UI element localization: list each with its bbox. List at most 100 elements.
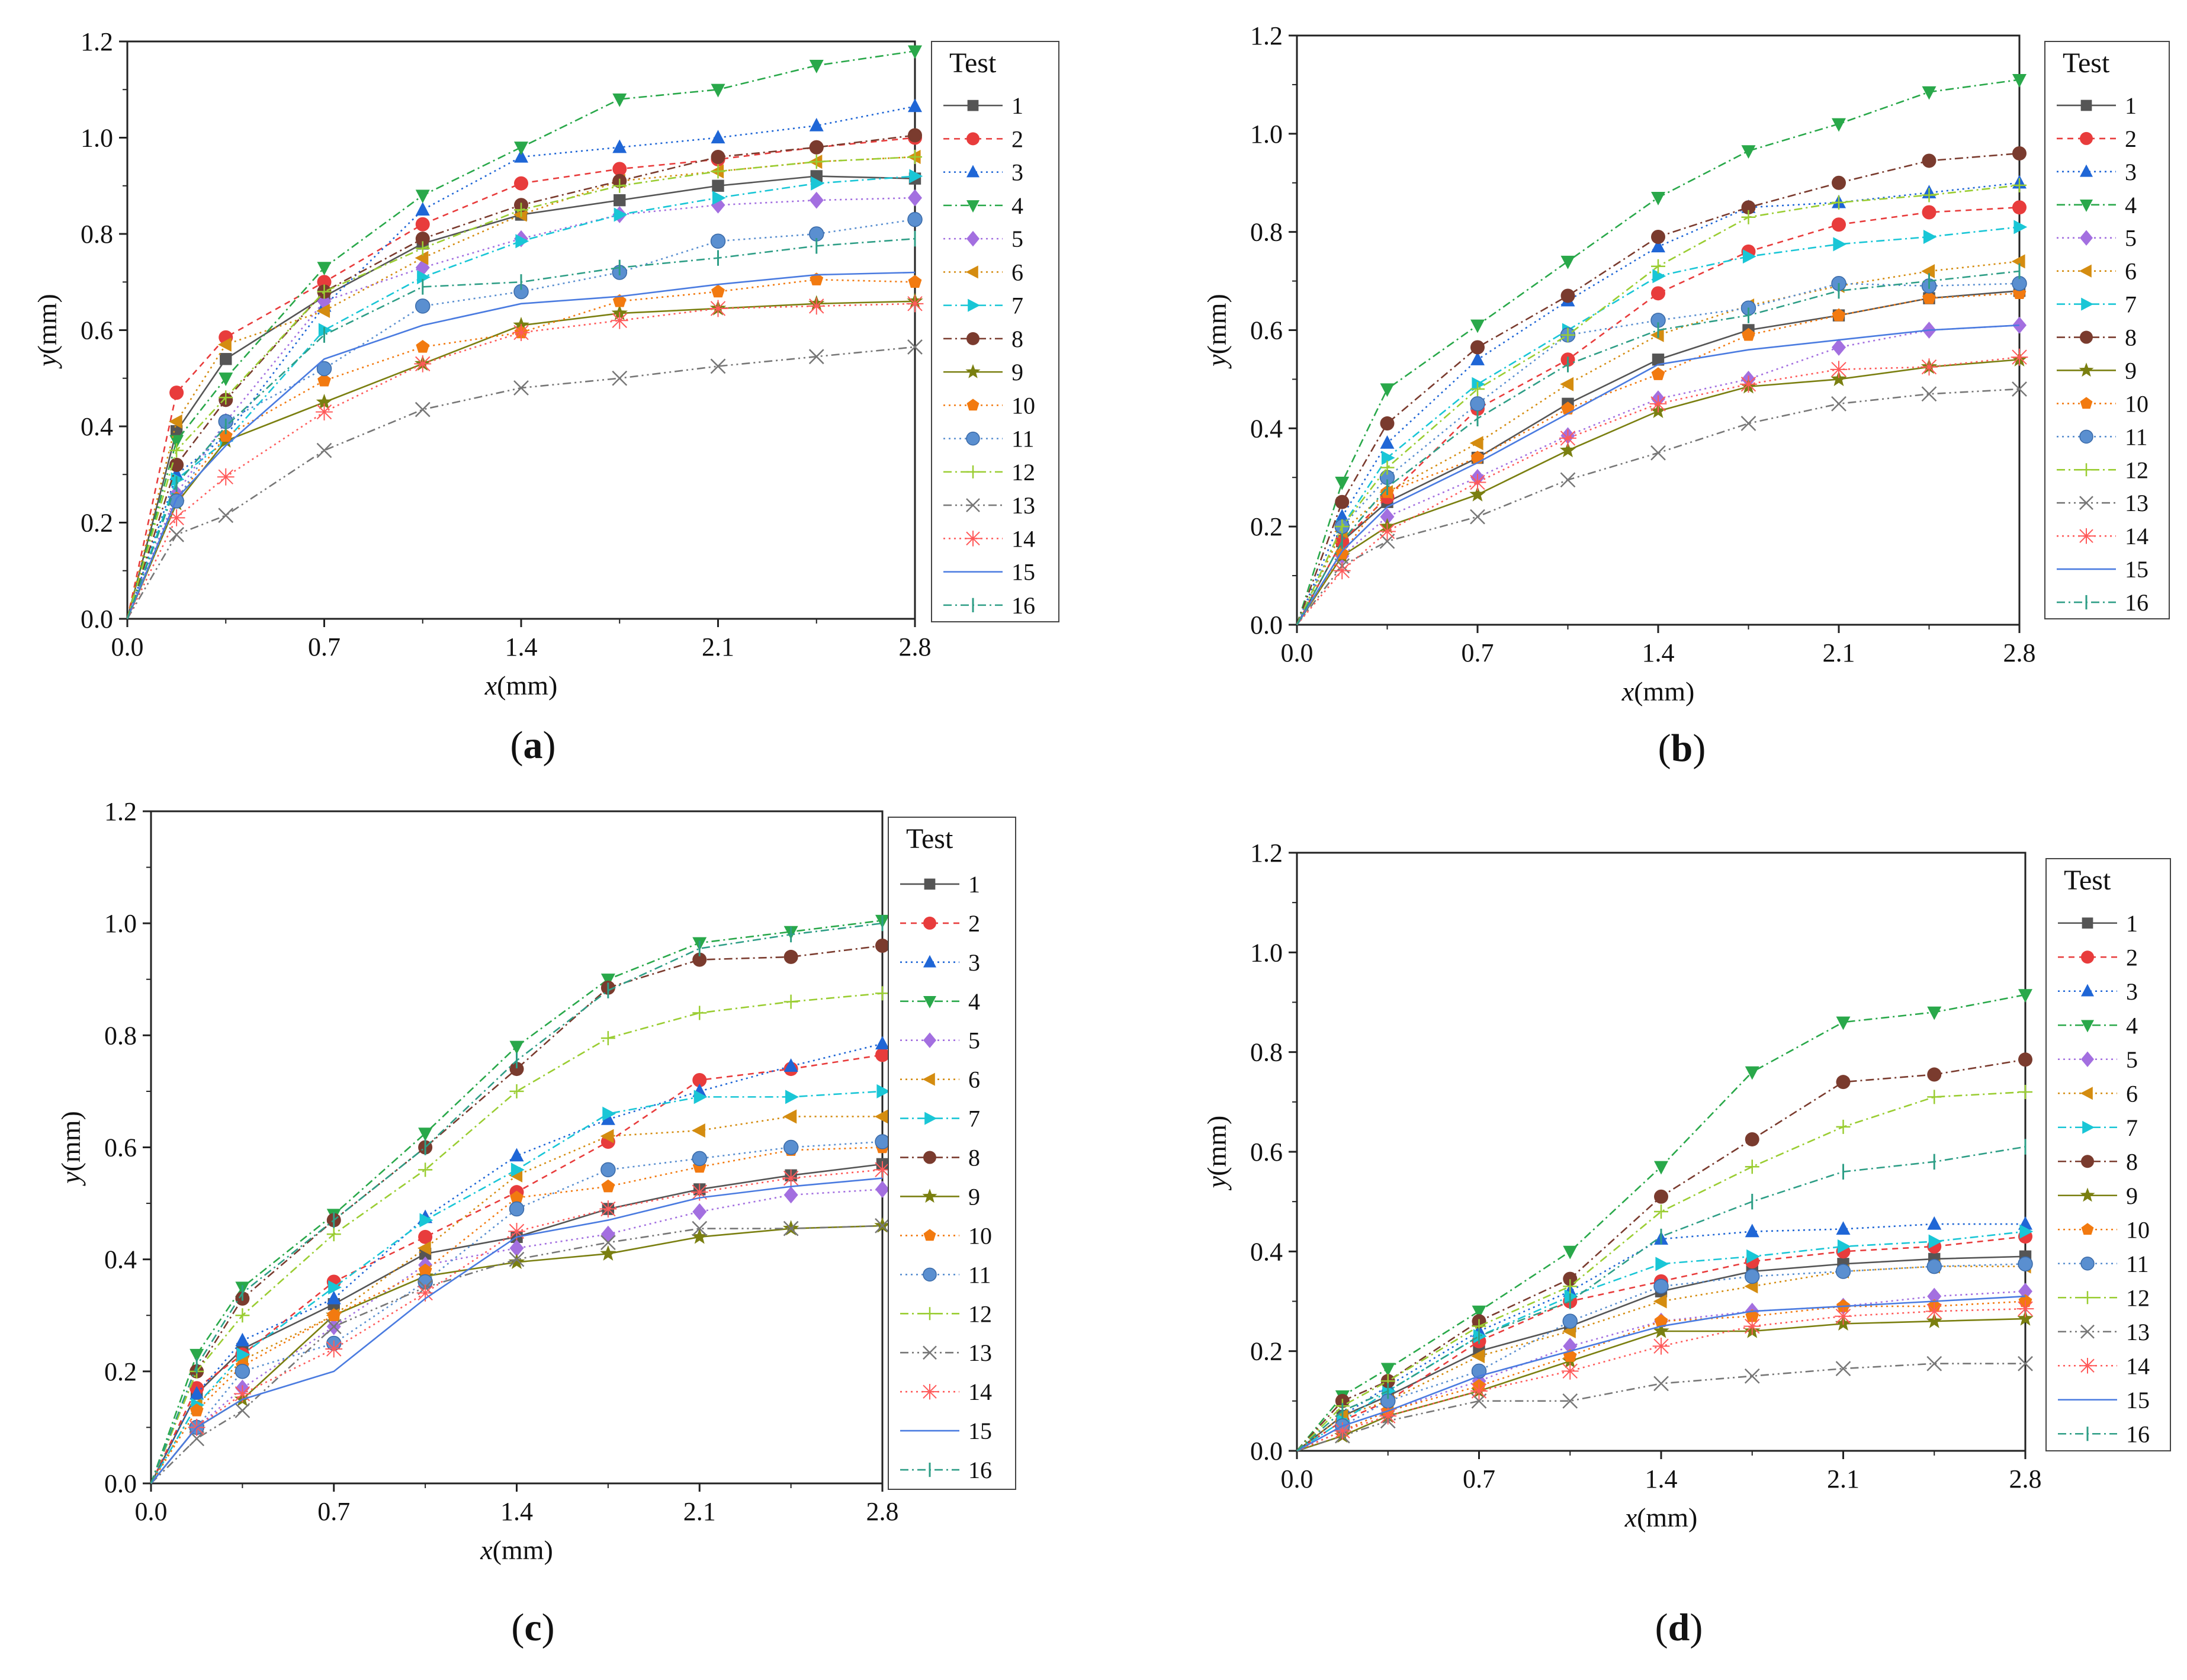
data-point [1744, 1368, 1760, 1384]
legend-marker [966, 165, 980, 178]
data-point [1653, 1294, 1667, 1309]
data-point [809, 60, 824, 73]
data-point [1926, 1258, 1942, 1274]
legend-label: 1 [1011, 92, 1023, 119]
series-12 [1296, 178, 2027, 625]
data-point [1469, 486, 1486, 502]
data-point [1472, 377, 1486, 391]
data-point [233, 1385, 251, 1403]
data-point [783, 949, 798, 964]
x-tick-label: 2.1 [702, 632, 734, 661]
data-point [1654, 1314, 1668, 1327]
panel-caption: (c) [511, 1606, 554, 1649]
data-point [908, 189, 922, 207]
legend-entry-5: 5 [943, 226, 1023, 252]
legend-entry-3: 3 [900, 949, 980, 976]
data-point [2018, 1355, 2033, 1371]
data-point [316, 442, 332, 458]
data-point [1381, 451, 1395, 465]
legend-label: 3 [2125, 159, 2137, 185]
series-line [126, 137, 916, 619]
series-9 [126, 293, 923, 619]
data-point [168, 414, 182, 429]
x-axis-label: x(mm) [1624, 1502, 1698, 1533]
series-line [1296, 79, 2020, 625]
data-point [1926, 1355, 1942, 1371]
data-point [1835, 1308, 1852, 1325]
legend-box [931, 41, 1059, 622]
series-3 [126, 98, 922, 619]
data-point [2018, 1256, 2033, 1272]
legend-entry-1: 1 [900, 871, 980, 898]
series-9 [1296, 351, 2028, 625]
legend-marker [965, 265, 978, 279]
data-point [1335, 476, 1350, 490]
legend-marker [2080, 164, 2093, 177]
series-line [126, 156, 916, 619]
x-tick-label: 1.4 [505, 632, 538, 661]
data-point [711, 164, 725, 179]
legend-marker [922, 1072, 935, 1086]
panel-caption: (b) [1658, 727, 1706, 770]
y-tick-label: 0.8 [1250, 1038, 1283, 1067]
y-tick-label: 0.2 [104, 1357, 137, 1386]
series-13 [1296, 381, 2027, 625]
legend-label: 12 [2125, 457, 2149, 483]
legend-box [2044, 41, 2170, 619]
data-point [1922, 153, 1936, 168]
data-point [1837, 1239, 1851, 1254]
data-point [418, 1263, 432, 1277]
legend-entry-1: 1 [2058, 910, 2138, 937]
data-point [171, 472, 185, 487]
legend-marker [968, 298, 981, 312]
data-point [692, 1203, 707, 1220]
series-line [1296, 290, 2020, 625]
data-point [600, 1112, 615, 1125]
data-point [1561, 1362, 1579, 1380]
data-point [1925, 1302, 1943, 1320]
data-point [1742, 327, 1755, 341]
data-point [711, 150, 725, 164]
data-point [1743, 1318, 1761, 1335]
legend-entry-13: 13 [2058, 1319, 2150, 1345]
x-tick-label: 2.8 [2009, 1464, 2042, 1493]
legend-label: 8 [1011, 326, 1023, 352]
data-point [1564, 1289, 1578, 1304]
data-point [328, 1280, 342, 1294]
series-line [1296, 1146, 2026, 1451]
data-point [1741, 210, 1756, 224]
data-point [1741, 200, 1756, 215]
legend-marker [966, 465, 980, 478]
data-point [2017, 1310, 2034, 1326]
data-point [1928, 1234, 1942, 1249]
legend-box [2045, 858, 2171, 1451]
series-4 [126, 45, 922, 619]
y-tick-label: 0.2 [81, 509, 113, 538]
data-point [1653, 1376, 1669, 1392]
legend-label: 12 [2126, 1284, 2150, 1311]
legend-label: 16 [1011, 592, 1035, 619]
data-point [2013, 220, 2028, 235]
x-axis-label: x(mm) [480, 1535, 553, 1565]
data-point [169, 458, 184, 472]
data-point [809, 155, 824, 169]
legend-label: 7 [1011, 293, 1023, 319]
data-point [2011, 254, 2025, 269]
data-point [316, 403, 333, 421]
data-point [1560, 255, 1575, 269]
data-point [415, 202, 430, 216]
series-line [1296, 282, 2020, 625]
data-point [417, 1241, 431, 1255]
data-point [1563, 1245, 1578, 1260]
series-10 [150, 1140, 889, 1484]
data-point [783, 994, 798, 1009]
legend-entry-7: 7 [2057, 291, 2137, 318]
legend-entry-15: 15 [900, 1418, 992, 1444]
legend-marker [965, 531, 981, 547]
series-line [150, 1188, 883, 1484]
data-point [2018, 1052, 2032, 1067]
legend-marker [2082, 917, 2093, 929]
x-tick-label: 2.1 [1827, 1464, 1860, 1493]
data-point [1471, 1349, 1485, 1364]
data-point [874, 1109, 888, 1124]
